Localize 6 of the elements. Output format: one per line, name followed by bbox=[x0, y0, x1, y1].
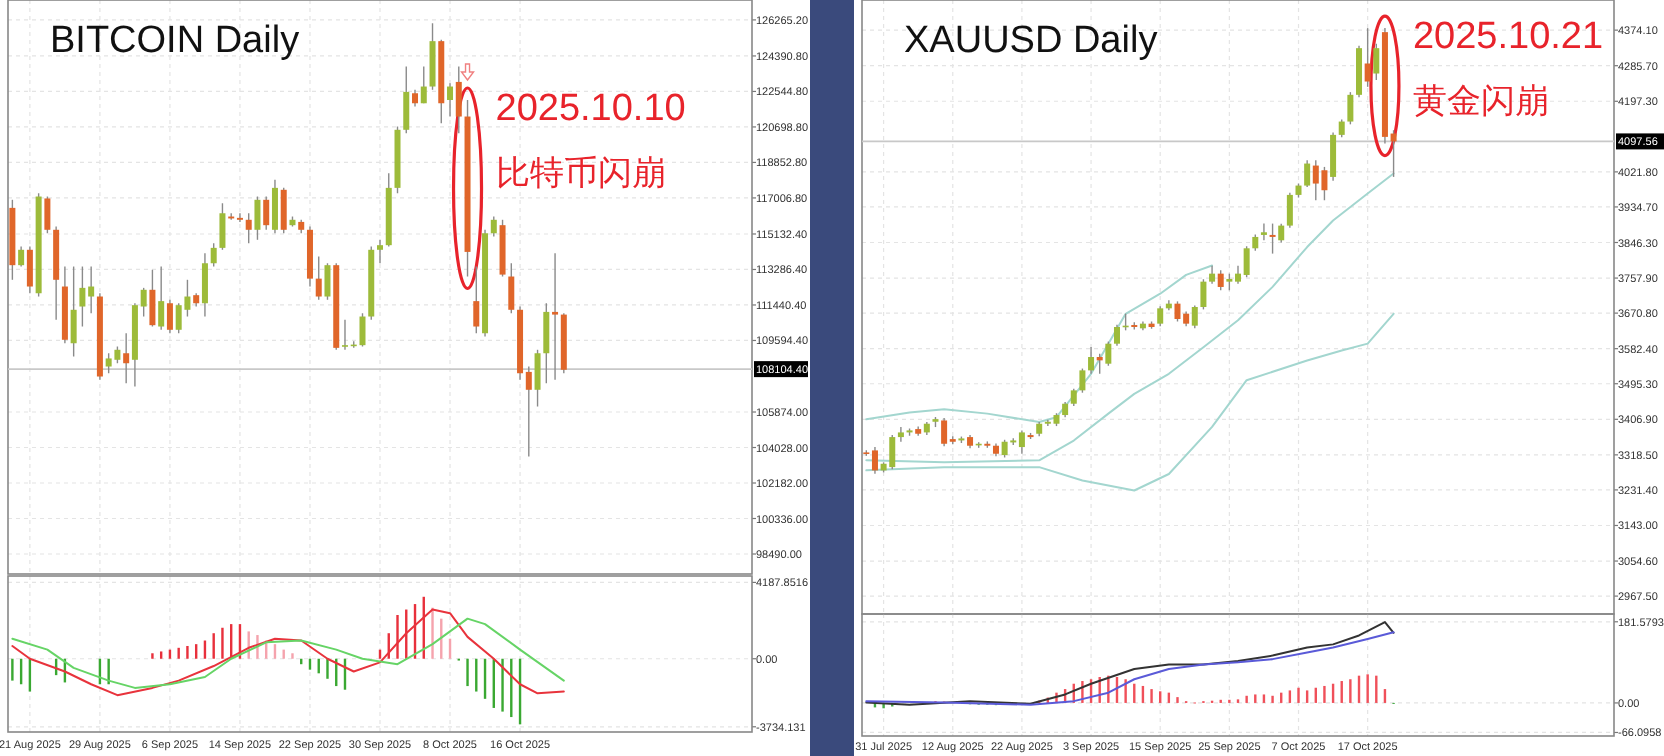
text: BITCOIN Daily bbox=[50, 20, 301, 62]
annotation: 2025.10.10 bbox=[495, 87, 686, 130]
annotation: 比特币闪崩 bbox=[495, 153, 666, 192]
annotation: 2025.10.21 bbox=[1412, 16, 1604, 59]
text: XAUUSD Daily bbox=[904, 20, 1159, 62]
annotation: 黄金闪崩 bbox=[1412, 82, 1549, 121]
